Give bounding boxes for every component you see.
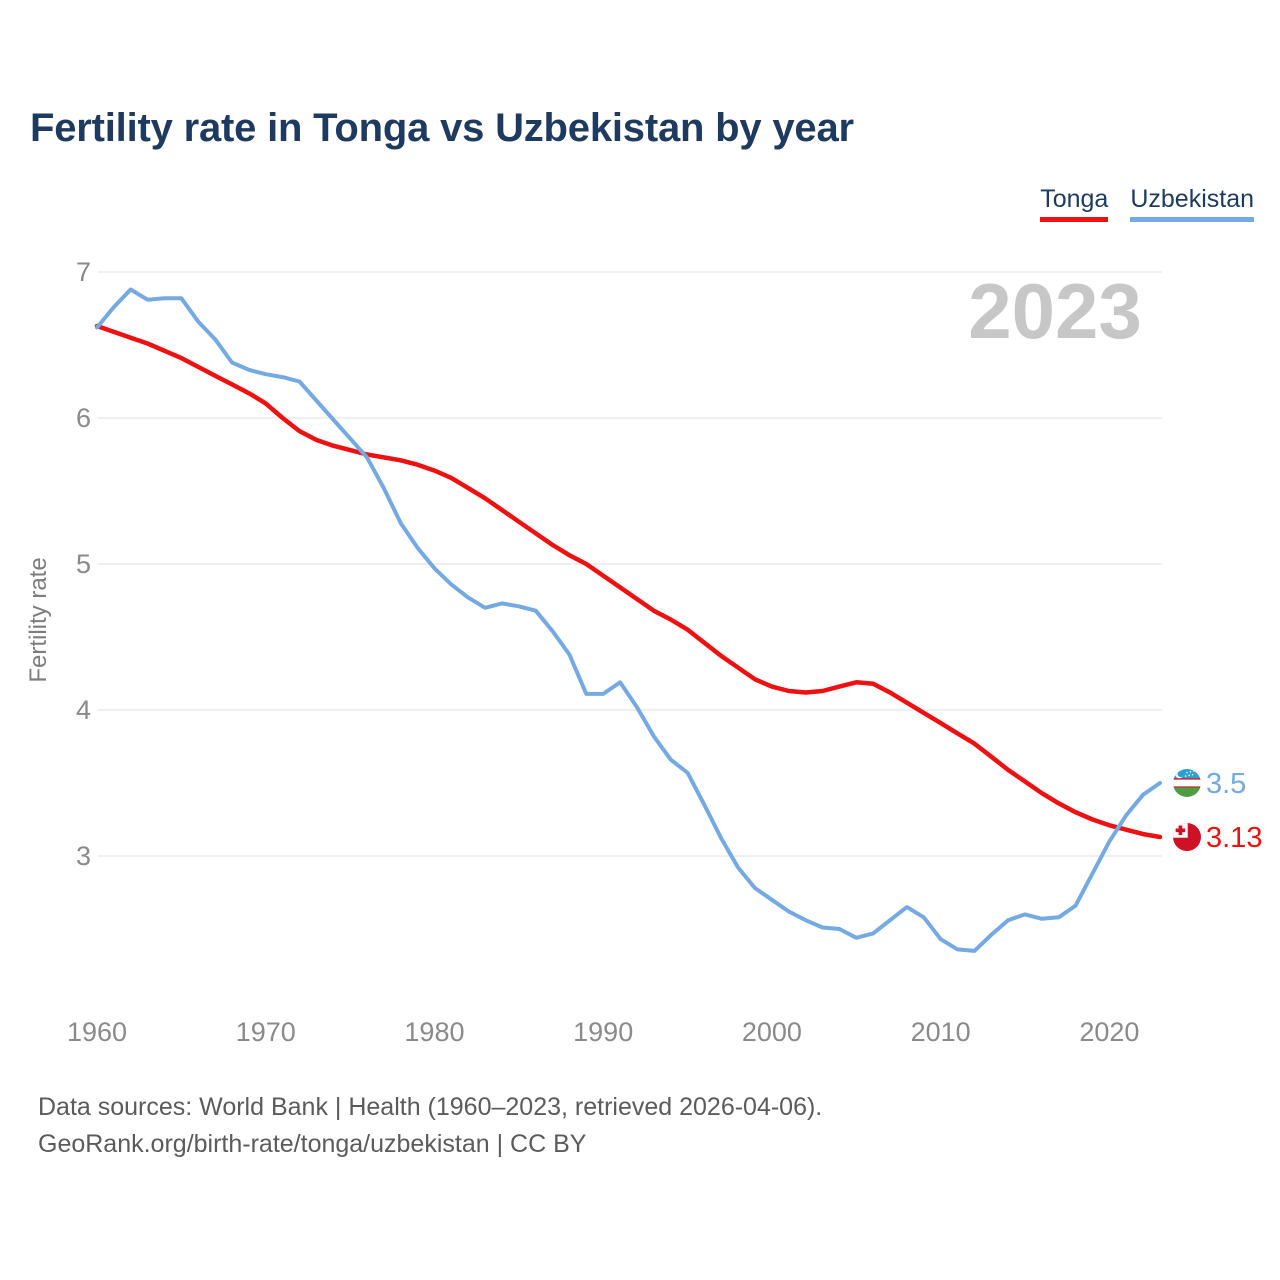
data-source-line: Data sources: World Bank | Health (1960–… [38, 1093, 823, 1121]
attribution-line: GeoRank.org/birth-rate/tonga/uzbekistan … [38, 1130, 587, 1158]
y-tick-label-3: 3 [76, 841, 91, 871]
tonga-end-value-label: 3.13 [1206, 822, 1262, 854]
legend-label-uzbekistan: Uzbekistan [1130, 185, 1254, 213]
legend: Tonga Uzbekistan [1040, 185, 1254, 222]
x-tick-label-2020: 2020 [1079, 1017, 1139, 1047]
x-tick-label-2010: 2010 [911, 1017, 971, 1047]
y-tick-label-7: 7 [76, 257, 91, 287]
year-watermark: 2023 [968, 267, 1142, 355]
legend-item-tonga[interactable]: Tonga [1040, 185, 1109, 222]
legend-underline-uzbekistan [1130, 216, 1254, 222]
uzbekistan-line[interactable] [95, 287, 1162, 953]
uzbekistan-end-value-label: 3.5 [1206, 768, 1246, 800]
y-tick-label-6: 6 [76, 403, 91, 433]
tonga-line[interactable] [94, 323, 1163, 840]
uzbekistan-flag-icon [1173, 769, 1201, 797]
y-tick-label-4: 4 [76, 695, 91, 725]
chart-footer: Data sources: World Bank | Health (1960–… [38, 1089, 822, 1163]
x-tick-label-1970: 1970 [236, 1017, 296, 1047]
legend-item-uzbekistan[interactable]: Uzbekistan [1130, 185, 1254, 222]
legend-label-tonga: Tonga [1040, 185, 1109, 213]
page-title: Fertility rate in Tonga vs Uzbekistan by… [30, 106, 854, 150]
x-tick-label-2000: 2000 [742, 1017, 802, 1047]
y-tick-label-5: 5 [76, 549, 91, 579]
tonga-flag-icon [1173, 823, 1201, 852]
x-tick-label-1960: 1960 [67, 1017, 127, 1047]
x-tick-label-1990: 1990 [573, 1017, 633, 1047]
y-axis-label: Fertility rate [25, 557, 52, 682]
x-tick-label-1980: 1980 [404, 1017, 464, 1047]
legend-underline-tonga [1040, 216, 1109, 222]
